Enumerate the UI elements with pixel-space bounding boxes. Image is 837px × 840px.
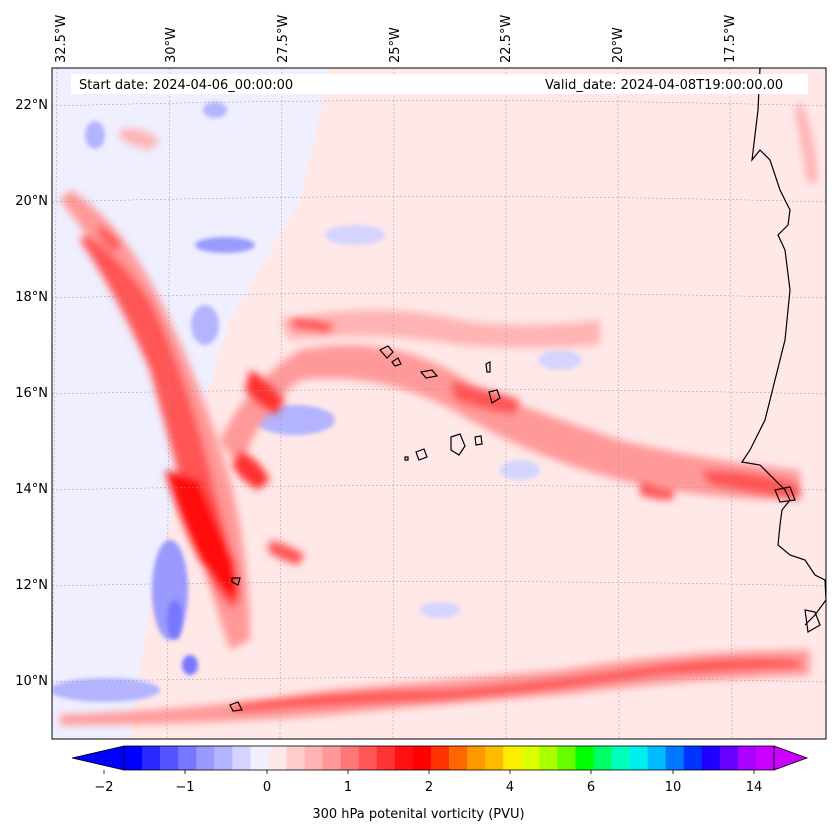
colorbar-swatch xyxy=(412,746,432,770)
info-box xyxy=(71,74,808,94)
lon-label: 30°W xyxy=(164,27,179,63)
lon-label: 17.5°W xyxy=(723,14,738,63)
colorbar-tick: 10 xyxy=(664,780,682,795)
colorbar-swatch xyxy=(665,746,685,770)
lon-label: 22.5°W xyxy=(499,14,514,63)
colorbar-over-arrow xyxy=(773,745,809,771)
colorbar-swatch xyxy=(124,746,143,770)
valid-date-label: Valid_date: 2024-04-08T19:00:00.00 xyxy=(545,78,784,93)
colorbar-swatch xyxy=(322,746,342,770)
colorbar-tick: 14 xyxy=(745,780,763,795)
colorbar-swatch xyxy=(304,746,324,770)
colorbar-swatch xyxy=(358,746,378,770)
colorbar-swatch xyxy=(268,746,287,770)
colorbar-swatch xyxy=(575,746,594,770)
lat-label: 14°N xyxy=(15,482,48,497)
colorbar-swatch xyxy=(701,746,721,770)
lon-label: 25°W xyxy=(388,27,403,63)
lon-label: 20°W xyxy=(611,27,626,63)
colorbar-tick: 2 xyxy=(424,780,434,795)
negative-pv-patches xyxy=(52,102,582,702)
colorbar-swatch xyxy=(430,746,450,770)
colorbar-tick: 0 xyxy=(262,780,272,795)
colorbar xyxy=(71,745,809,774)
colorbar-swatch xyxy=(521,746,540,770)
colorbar-swatch xyxy=(178,746,197,770)
colorbar-swatch xyxy=(196,746,215,770)
lat-label: 16°N xyxy=(15,386,48,401)
colorbar-swatch xyxy=(719,746,739,770)
lat-label: 10°N xyxy=(15,674,48,689)
lon-label: 32.5°W xyxy=(54,14,69,63)
colorbar-tick: −2 xyxy=(94,780,114,795)
colorbar-swatch xyxy=(286,746,306,770)
colorbar-swatch xyxy=(160,746,179,770)
coastlines xyxy=(229,68,826,712)
colorbar-tick: 6 xyxy=(586,780,596,795)
colorbar-label: 300 hPa potenital vorticity (PVU) xyxy=(312,807,525,822)
colorbar-swatch xyxy=(683,746,703,770)
lat-label: 20°N xyxy=(15,194,48,209)
colorbar-swatch xyxy=(611,746,631,770)
lat-label: 12°N xyxy=(15,578,48,593)
colorbar-swatch xyxy=(376,746,396,770)
colorbar-under-arrow xyxy=(71,745,125,771)
map-frame xyxy=(51,67,827,740)
colorbar-swatch xyxy=(755,746,775,770)
lat-label: 22°N xyxy=(15,98,48,113)
lat-label: 18°N xyxy=(15,290,48,305)
colorbar-tick: 1 xyxy=(343,780,353,795)
colorbar-swatch xyxy=(737,746,757,770)
colorbar-swatch xyxy=(214,746,233,770)
colorbar-swatch xyxy=(557,746,576,770)
colorbar-swatch xyxy=(394,746,414,770)
colorbar-swatch xyxy=(250,746,269,770)
colorbar-swatch xyxy=(593,746,612,770)
colorbar-swatch xyxy=(485,746,504,770)
colorbar-swatch xyxy=(539,746,558,770)
map-area xyxy=(52,68,826,739)
colorbar-swatch xyxy=(142,746,161,770)
colorbar-swatch xyxy=(629,746,649,770)
colorbar-swatch xyxy=(232,746,251,770)
positive-pv-streamers xyxy=(60,100,818,725)
colorbar-frame xyxy=(123,745,775,771)
lon-label: 27.5°W xyxy=(276,14,291,63)
colorbar-swatch xyxy=(340,746,360,770)
colorbar-tick: −1 xyxy=(175,780,195,795)
colorbar-tick: 4 xyxy=(505,780,515,795)
colorbar-swatch xyxy=(503,746,522,770)
colorbar-swatch xyxy=(647,746,667,770)
start-date-label: Start date: 2024-04-06_00:00:00 xyxy=(79,78,294,93)
colorbar-swatch xyxy=(449,746,468,770)
colorbar-swatch xyxy=(467,746,486,770)
